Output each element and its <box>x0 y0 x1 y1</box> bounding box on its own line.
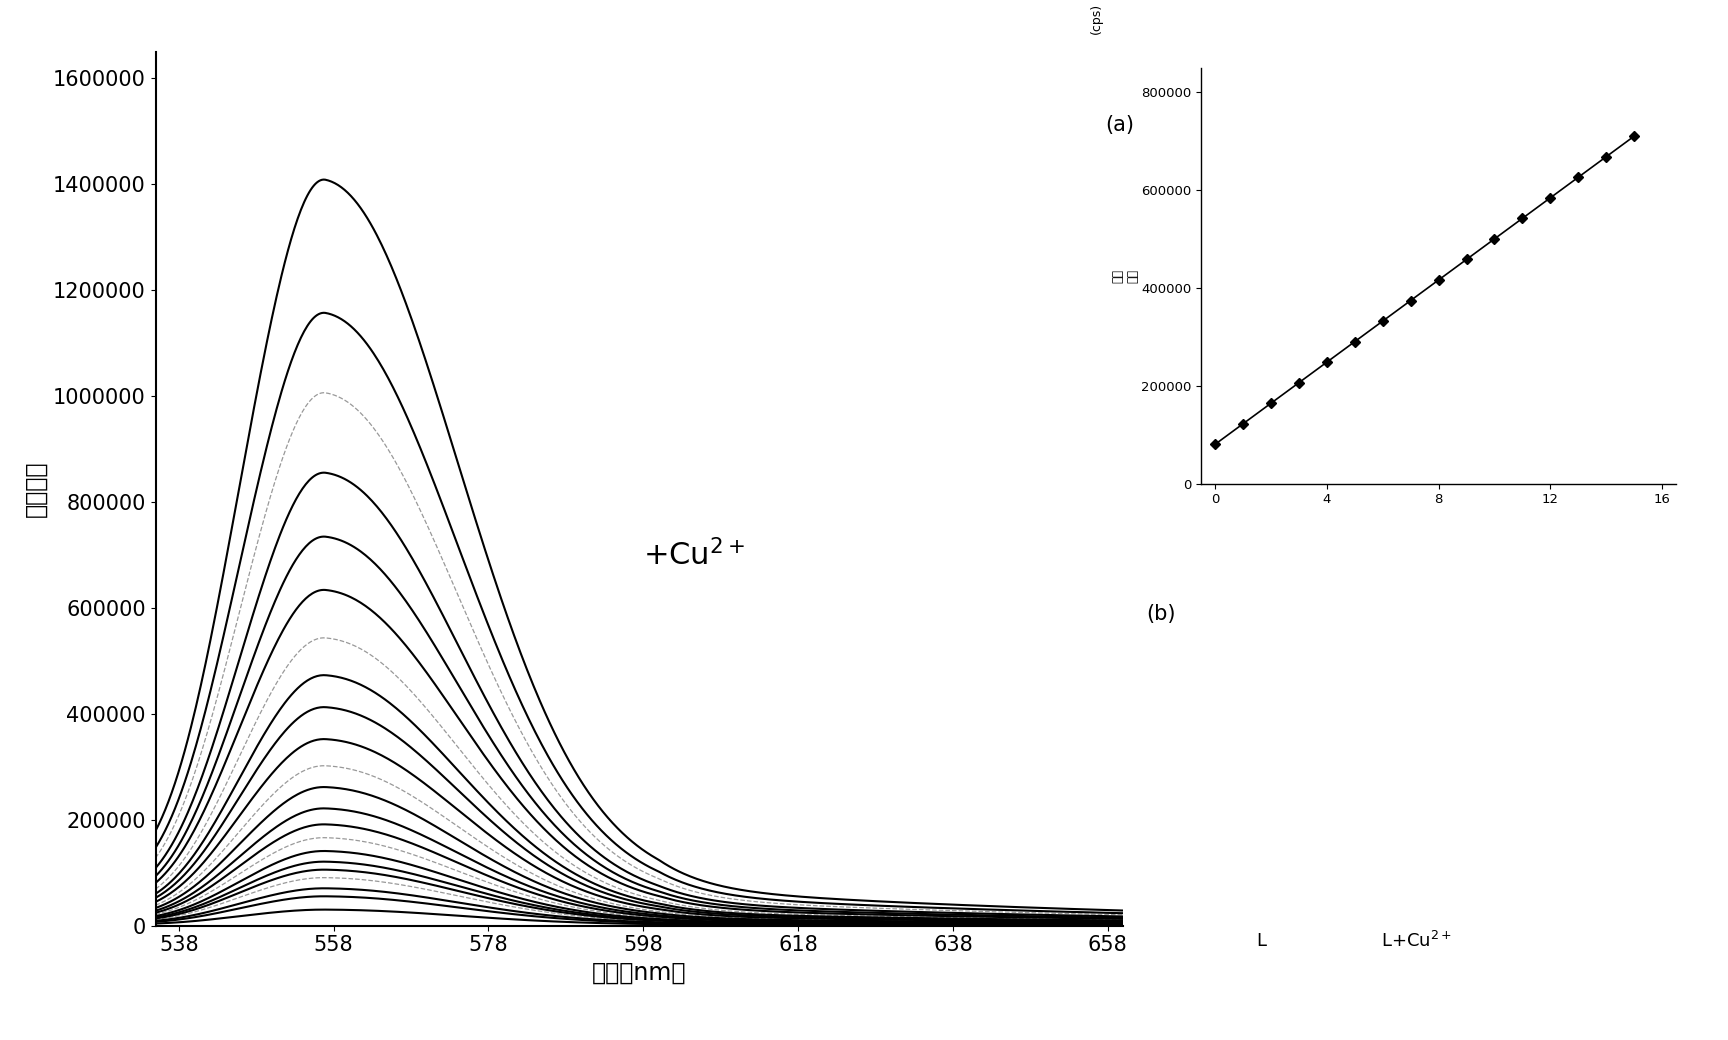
Text: (cps): (cps) <box>1090 3 1102 34</box>
Y-axis label: 荧光强度: 荧光强度 <box>24 461 47 517</box>
X-axis label: 波长（nm）: 波长（nm） <box>593 961 686 985</box>
Text: (b): (b) <box>1146 603 1177 624</box>
Text: +Cu$^{2+}$: +Cu$^{2+}$ <box>643 539 745 571</box>
Text: L+Cu$^{2+}$: L+Cu$^{2+}$ <box>1381 931 1453 952</box>
Y-axis label: 荧光
强度: 荧光 强度 <box>1111 268 1139 283</box>
Text: (a): (a) <box>1106 114 1134 135</box>
Text: L: L <box>1256 932 1267 951</box>
